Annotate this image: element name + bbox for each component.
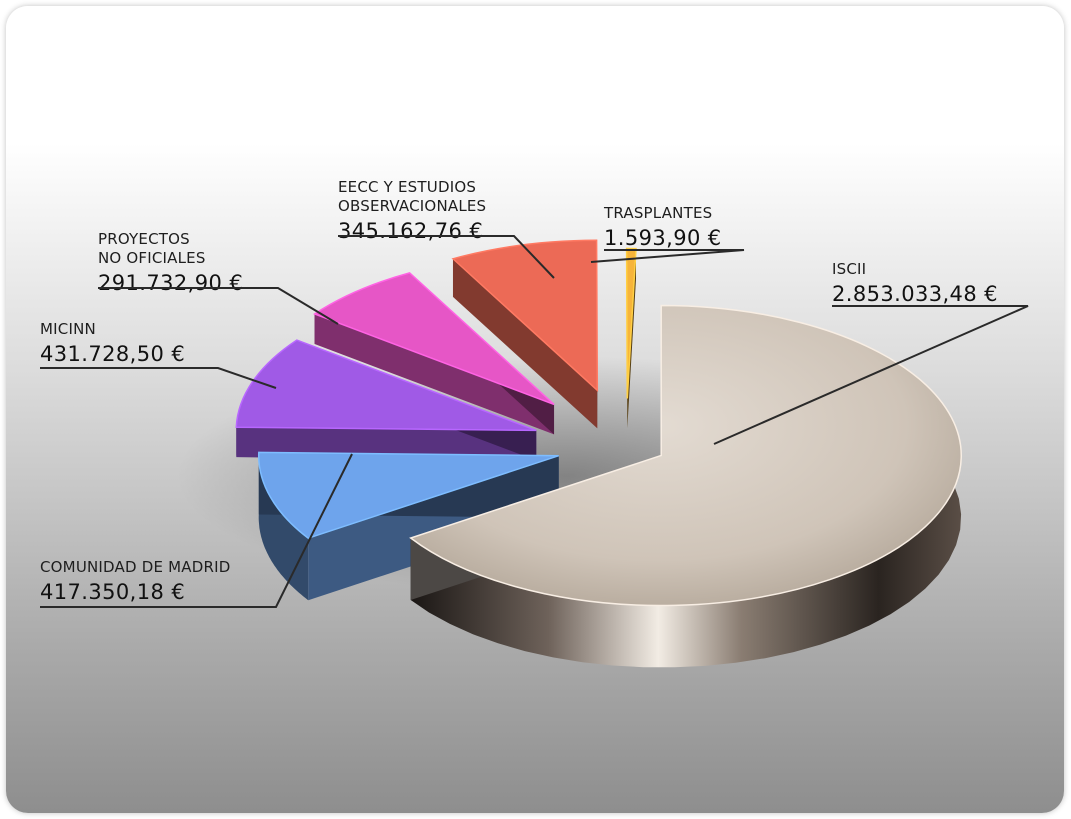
slice-label-value: 417.350,18 € — [40, 580, 185, 604]
slice-label-name: PROYECTOS — [98, 230, 190, 248]
slice-label-5: TRASPLANTES 1.593,90 € — [590, 204, 745, 263]
slice-label-1: COMUNIDAD DE MADRID 417.350,18 € — [40, 453, 353, 608]
slice-leader-line — [40, 453, 353, 608]
slice-leader-line — [713, 305, 1029, 445]
pie-slice-5 — [625, 247, 637, 429]
slice-label-value: 345.162,76 € — [338, 219, 483, 243]
slice-label-name: EECC Y ESTUDIOS — [338, 178, 476, 196]
pie-slice-side-1 — [258, 452, 309, 601]
pie-chart: ISCII 2.853.033,48 € COMUNIDAD DE MADRID 41… — [40, 178, 1029, 668]
pie-slice-wall-3-0 — [314, 314, 555, 435]
pie-slice-4 — [451, 239, 599, 429]
slice-label-value: 291.732,90 € — [98, 271, 243, 295]
pie-slice-1 — [258, 451, 559, 601]
pie-slice-top-3 — [312, 272, 555, 406]
pie-slice-0 — [409, 304, 962, 668]
pie-slice-top-1 — [258, 451, 559, 540]
chart-panel: ISCII 2.853.033,48 € COMUNIDAD DE MADRID 41… — [6, 6, 1064, 813]
pie-slice-3 — [312, 272, 555, 435]
slice-label-name: OBSERVACIONALES — [338, 197, 486, 215]
pie-slice-2 — [235, 339, 537, 461]
slice-leader-line — [98, 287, 339, 325]
slice-leader-line — [338, 235, 555, 279]
slice-label-name: NO OFICIALES — [98, 249, 206, 267]
pie-slice-top-5 — [625, 247, 637, 399]
slice-label-name: ISCII — [832, 260, 866, 278]
slice-label-name: COMUNIDAD DE MADRID — [40, 558, 230, 576]
pie-slice-wall-4-0 — [452, 258, 598, 429]
pie-slice-top-2 — [235, 339, 537, 432]
pie-slice-top-0 — [409, 304, 962, 607]
slice-label-name: MICINN — [40, 320, 96, 338]
slice-leader-line — [40, 367, 277, 389]
slice-label-value: 2.853.033,48 € — [832, 282, 998, 306]
slice-label-0: ISCII 2.853.033,48 € — [713, 260, 1029, 445]
slice-label-value: 1.593,90 € — [604, 226, 722, 250]
pie-slice-wall-2-0 — [236, 427, 537, 461]
slices-group — [235, 239, 962, 668]
slice-label-value: 431.728,50 € — [40, 342, 185, 366]
slice-label-name: TRASPLANTES — [603, 204, 712, 222]
slice-leader-line — [590, 249, 745, 263]
slice-label-2: MICINN 431.728,50 € — [40, 320, 277, 389]
labels-group: ISCII 2.853.033,48 € COMUNIDAD DE MADRID 41… — [40, 178, 1029, 608]
